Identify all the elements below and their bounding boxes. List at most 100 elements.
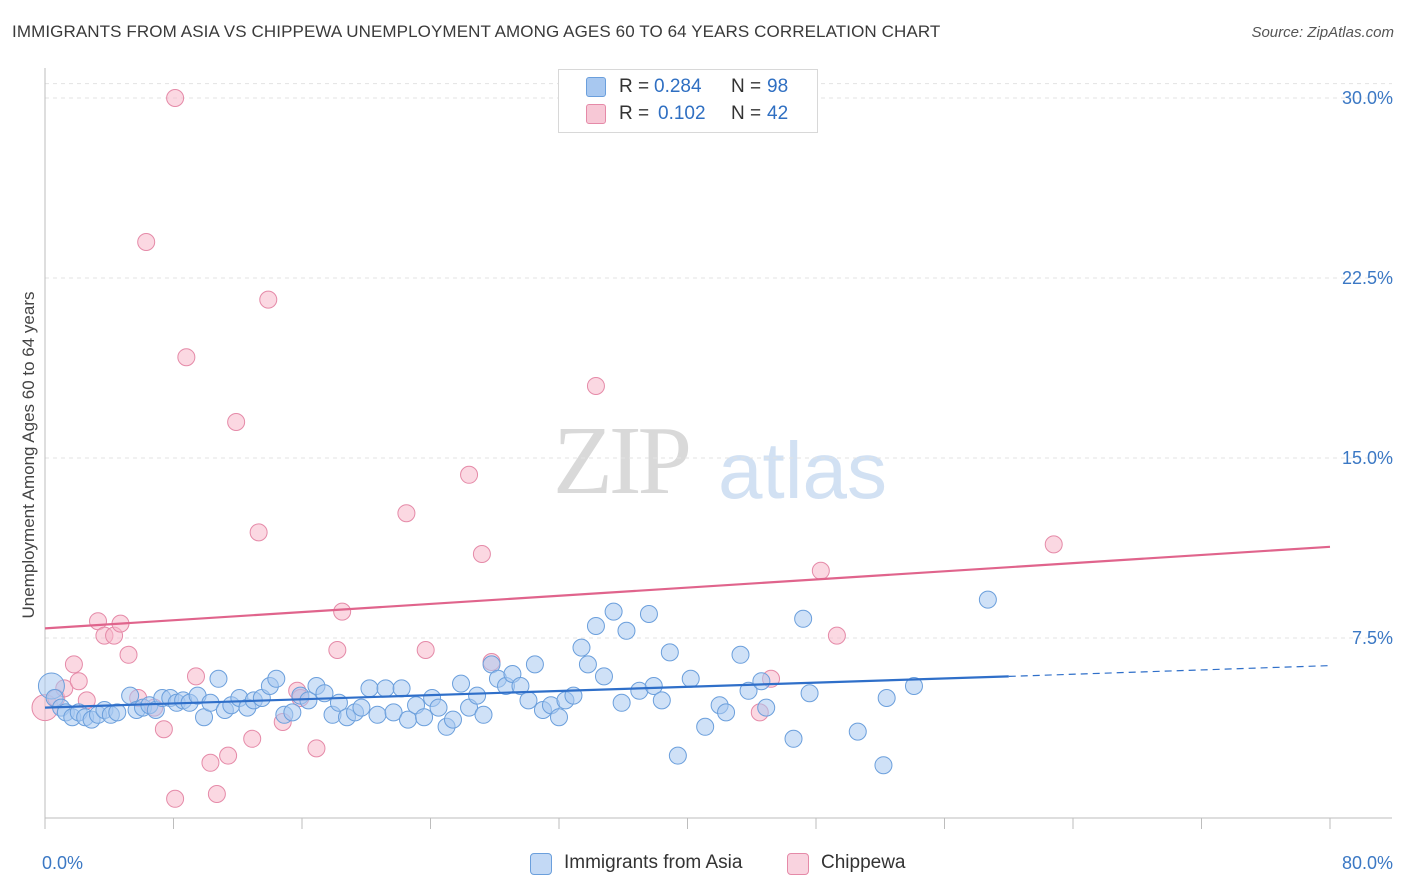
point-chippewa	[460, 465, 479, 484]
y-axis-label: Unemployment Among Ages 60 to 64 years	[19, 292, 38, 619]
point-asia	[652, 691, 671, 710]
point-asia	[415, 708, 434, 727]
chart-source: Source: ZipAtlas.com	[1251, 24, 1394, 41]
point-asia	[550, 708, 568, 727]
point-asia	[681, 669, 700, 688]
point-asia	[757, 698, 776, 717]
point-asia	[376, 679, 395, 698]
point-asia	[731, 645, 750, 664]
point-chippewa	[333, 602, 352, 621]
trend-line-asia-extension	[1008, 665, 1331, 677]
point-asia	[904, 677, 923, 695]
point-asia	[572, 638, 591, 657]
legend: R = 0.284 N = 98 R = 0.102 N = 42	[558, 69, 818, 133]
legend-n-value: 42	[767, 103, 789, 124]
point-asia	[668, 746, 687, 765]
point-asia	[578, 655, 597, 674]
legend-r-label: R =	[619, 103, 650, 124]
point-chippewa	[249, 523, 268, 542]
point-chippewa	[64, 655, 83, 674]
point-chippewa	[201, 753, 220, 772]
point-asia	[474, 705, 493, 724]
point-chippewa	[166, 789, 185, 808]
point-chippewa	[397, 504, 416, 523]
point-asia	[717, 703, 736, 722]
point-asia	[794, 609, 813, 628]
point-asia	[267, 669, 286, 688]
point-asia	[209, 669, 228, 688]
point-asia	[848, 722, 867, 741]
point-chippewa	[119, 645, 138, 664]
point-asia	[644, 677, 663, 695]
bottom-legend-label-asia: Immigrants from Asia	[564, 852, 743, 873]
point-chippewa	[307, 739, 326, 758]
point-chippewa	[186, 667, 205, 686]
point-chippewa	[472, 545, 491, 563]
point-asia	[660, 643, 679, 662]
point-asia	[108, 703, 127, 722]
legend-n-value: 98	[767, 76, 789, 97]
x-tick-label: 80.0%	[1342, 853, 1393, 873]
point-asia	[784, 729, 803, 748]
trend-line-asia	[44, 675, 1009, 709]
point-chippewa	[207, 785, 226, 803]
point-asia	[368, 705, 387, 724]
point-asia	[604, 602, 623, 621]
point-asia	[519, 691, 538, 710]
y-tick-label: 7.5%	[1352, 628, 1393, 648]
point-asia	[586, 617, 605, 635]
watermark-zip: ZIP	[553, 407, 692, 515]
point-asia	[874, 756, 893, 775]
trend-line-chippewa	[44, 545, 1331, 630]
y-tick-label: 30.0%	[1342, 88, 1393, 108]
y-tick-label: 22.5%	[1342, 268, 1393, 288]
point-chippewa	[137, 233, 156, 251]
point-asia	[283, 703, 302, 722]
point-asia	[752, 672, 771, 691]
legend-r-label: R =	[619, 76, 650, 97]
point-chippewa	[586, 377, 605, 395]
point-asia	[511, 677, 530, 695]
legend-r-value: 0.284	[654, 76, 702, 97]
y-tick-label: 15.0%	[1342, 448, 1393, 468]
point-chippewa	[1044, 535, 1063, 554]
legend-r-value: 0.102	[658, 103, 706, 124]
point-asia	[352, 698, 371, 717]
bottom-legend-label-chippewa: Chippewa	[821, 852, 906, 873]
point-chippewa	[328, 641, 347, 659]
point-chippewa	[177, 348, 196, 367]
point-chippewa	[227, 413, 246, 431]
point-asia	[877, 689, 896, 707]
point-asia	[612, 693, 631, 712]
point-asia	[443, 710, 462, 729]
point-asia	[525, 655, 544, 674]
point-asia	[978, 590, 997, 609]
point-chippewa	[219, 746, 238, 765]
point-asia	[617, 621, 636, 640]
chart-title: IMMIGRANTS FROM ASIA VS CHIPPEWA UNEMPLO…	[12, 22, 941, 41]
point-chippewa	[259, 290, 278, 309]
legend-swatch-asia	[586, 77, 606, 97]
point-asia	[452, 674, 471, 693]
point-asia	[468, 686, 487, 705]
point-asia	[639, 605, 658, 623]
point-asia	[429, 698, 448, 717]
point-chippewa	[69, 672, 88, 691]
point-chippewa	[827, 626, 846, 645]
legend-n-label: N =	[731, 76, 762, 97]
legend-n-label: N =	[731, 103, 762, 124]
trend-lines	[44, 545, 1331, 709]
point-asia	[360, 679, 379, 698]
point-asia	[800, 684, 819, 703]
x-tick-label: 0.0%	[42, 853, 83, 873]
point-asia	[384, 703, 403, 722]
bottom-legend-swatch-chippewa	[787, 853, 809, 875]
legend-swatch-chippewa	[586, 104, 606, 124]
point-asia	[594, 667, 613, 686]
watermark-atlas: atlas	[718, 426, 887, 515]
point-chippewa	[154, 720, 173, 739]
point-asia	[392, 679, 411, 698]
point-chippewa	[811, 561, 830, 580]
tick-labels: 7.5% 15.0% 22.5% 30.0% 0.0% 80.0%	[42, 88, 1393, 873]
